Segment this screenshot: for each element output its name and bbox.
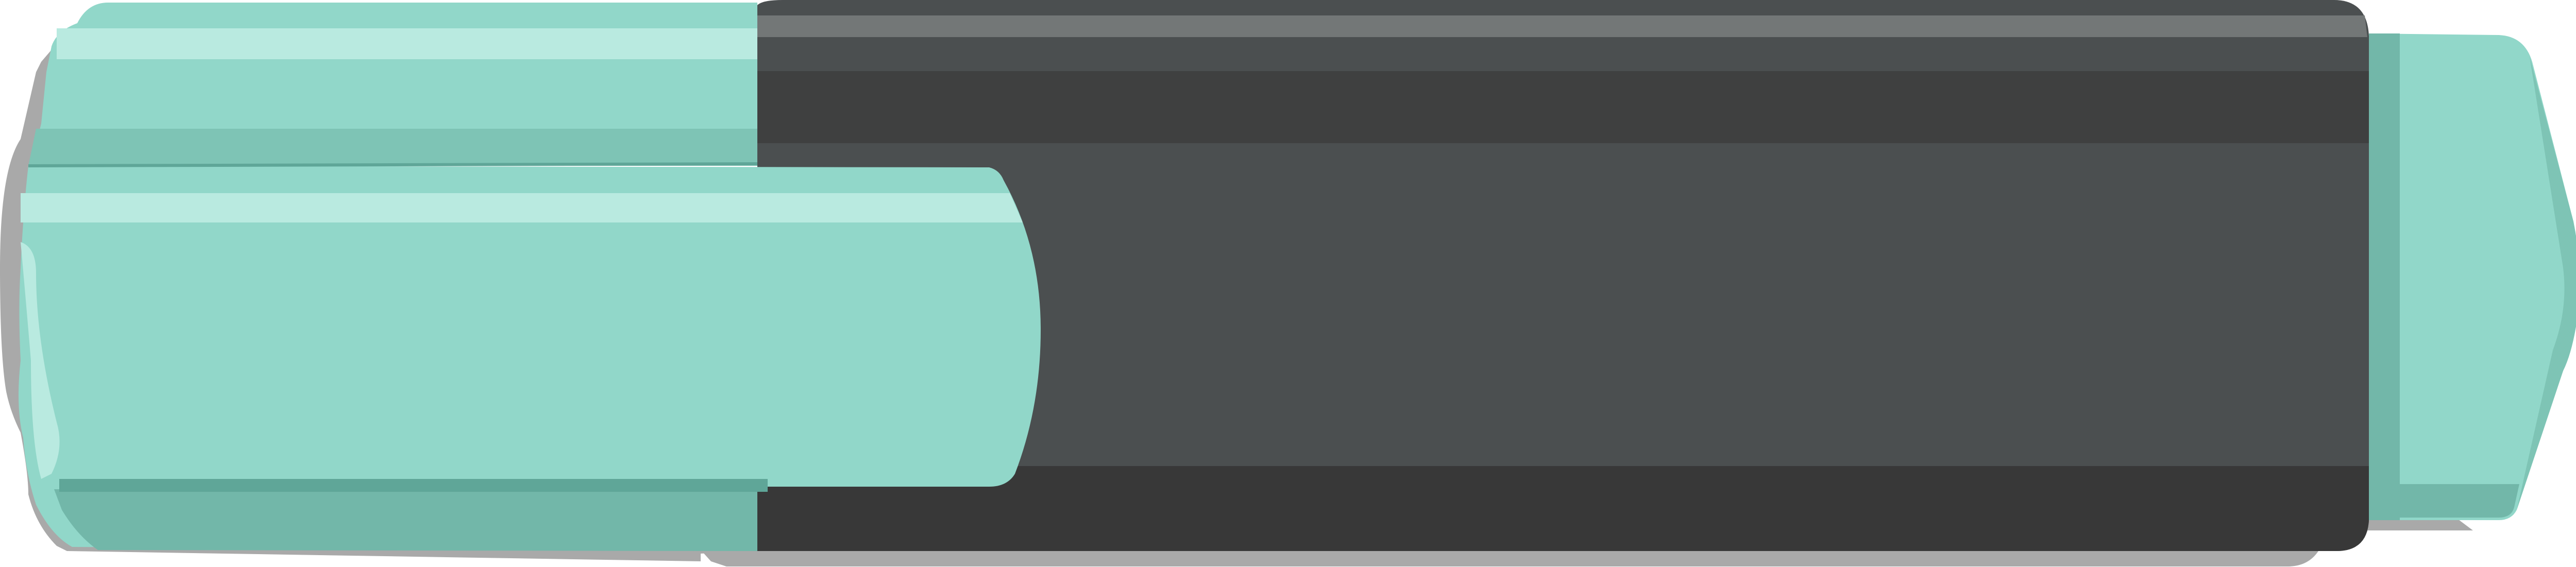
cap-bottom [54,489,757,551]
cap-upper-highlight [57,28,757,59]
tip-inner-shade [2369,33,2400,520]
cap-seam [28,162,758,167]
tip-edge-shade [2517,57,2576,510]
cap-main-highlight [21,193,1023,222]
cap [19,3,1041,551]
cap-upper-shade [28,129,757,166]
barrel-top-band [757,15,2367,37]
tip-bottom-shade [2400,484,2519,518]
barrel-upper-shade [757,71,2369,143]
tip [2369,33,2576,520]
cap-side-highlight [21,242,60,479]
cap-main [19,166,1041,551]
tip-body [2369,33,2576,520]
bottom-shadow-strip [702,551,2318,566]
barrel-bottom-shade [757,466,2369,551]
cap-bottom-stripe [59,479,768,492]
barrel [757,0,2369,551]
